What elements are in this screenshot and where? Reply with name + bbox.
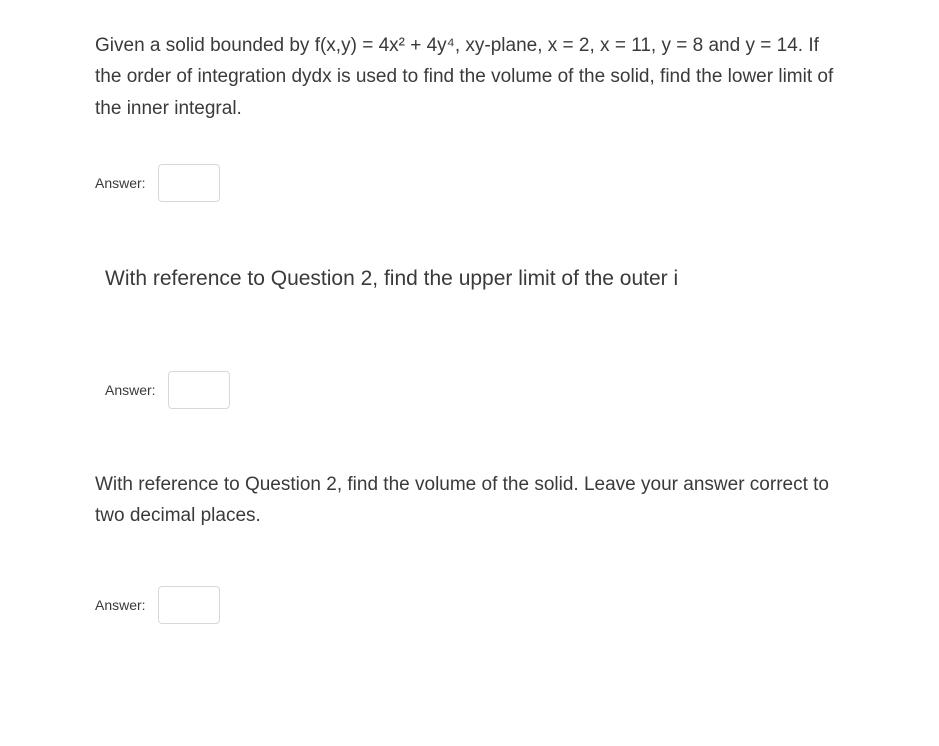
- answer-1-input[interactable]: [158, 164, 220, 202]
- answer-3-input[interactable]: [158, 586, 220, 624]
- answer-3-row: Answer:: [95, 586, 849, 624]
- answer-2-input[interactable]: [168, 371, 230, 409]
- answer-1-label: Answer:: [95, 175, 146, 191]
- answer-2-label: Answer:: [105, 382, 156, 398]
- answer-1-row: Answer:: [95, 164, 849, 202]
- answer-3-label: Answer:: [95, 597, 146, 613]
- question-2-text: With reference to Question 2, find the u…: [105, 262, 849, 296]
- answer-2-row: Answer:: [105, 371, 849, 409]
- question-3-text: With reference to Question 2, find the v…: [95, 469, 849, 532]
- question-1-text: Given a solid bounded by f(x,y) = 4x² + …: [95, 30, 849, 124]
